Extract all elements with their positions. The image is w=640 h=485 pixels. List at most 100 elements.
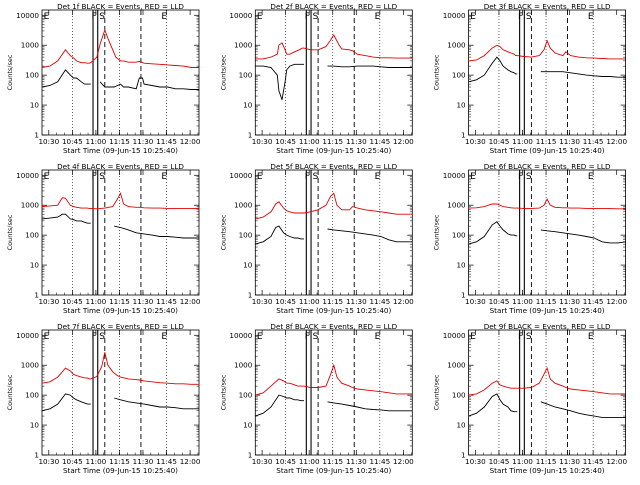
x-tick-label: 10:30 <box>465 137 486 146</box>
x-tick-label: 12:00 <box>606 297 627 306</box>
series-line-lld <box>41 28 199 68</box>
x-axis-label: Start Time (09-Jun-15 10:25:40) <box>63 146 178 155</box>
chart-title: Det 1f BLACK = Events, RED = LLD <box>57 2 184 11</box>
x-tick-label: 11:00 <box>299 457 320 466</box>
chart-title: Det 5f BLACK = Events, RED = LLD <box>270 162 397 171</box>
x-tick-label: 10:45 <box>275 297 296 306</box>
series-line-events <box>540 401 626 418</box>
series-line-events <box>99 77 199 90</box>
chart-title: Det 6f BLACK = Events, RED = LLD <box>484 162 611 171</box>
marker-label: E <box>375 172 381 182</box>
y-tick-label: 100 <box>452 391 466 400</box>
y-tick-label: 10 <box>456 421 466 430</box>
y-tick-label: 1000 <box>21 361 40 370</box>
x-tick-label: 11:15 <box>109 297 130 306</box>
marker-label: F <box>305 332 310 342</box>
chart-title: Det 9f BLACK = Events, RED = LLD <box>484 322 611 331</box>
x-tick-label: 11:45 <box>156 297 177 306</box>
marker-label: S <box>313 172 319 182</box>
x-tick-label: 11:00 <box>299 137 320 146</box>
series-line-lld <box>255 363 413 396</box>
marker-label: F <box>305 172 310 182</box>
x-tick-label: 11:45 <box>369 297 390 306</box>
marker-label: E <box>44 12 50 22</box>
x-tick-label: 10:45 <box>62 457 83 466</box>
series-line-events <box>255 63 304 100</box>
x-tick-label: 11:15 <box>536 297 557 306</box>
y-tick-label: 1000 <box>447 361 466 370</box>
marker-label: S <box>99 172 105 182</box>
x-tick-label: 11:45 <box>369 137 390 146</box>
y-axis-label: Counts/sec <box>6 374 14 410</box>
chart-panel-4: Det 4f BLACK = Events, RED = LLD 1 10 100 10… <box>6 162 201 315</box>
y-tick-label: 10 <box>30 101 40 110</box>
series-line-events <box>114 225 199 239</box>
series-line-lld <box>468 366 626 396</box>
x-tick-label: 11:00 <box>86 457 107 466</box>
y-tick-label: 1 <box>34 451 39 460</box>
x-tick-label: 11:30 <box>346 137 367 146</box>
y-axis-label: Counts/sec <box>219 54 227 90</box>
x-tick-label: 10:45 <box>62 137 83 146</box>
chart-panel-3: Det 3f BLACK = Events, RED = LLD 1 10 100 10… <box>433 2 628 155</box>
x-tick-label: 11:00 <box>512 137 533 146</box>
y-tick-label: 10000 <box>229 331 252 340</box>
x-tick-label: 12:00 <box>180 457 201 466</box>
chart-panel-2: Det 2f BLACK = Events, RED = LLD 1 10 100 10… <box>219 2 414 155</box>
marker-label: E <box>257 12 263 22</box>
series-line-events <box>255 225 304 245</box>
marker-label: F <box>518 12 523 22</box>
x-tick-label: 11:15 <box>536 457 557 466</box>
x-tick-label: 11:00 <box>299 297 320 306</box>
y-tick-label: 100 <box>452 231 466 240</box>
x-axis-label: Start Time (09-Jun-15 10:25:40) <box>490 306 605 315</box>
y-axis-label: Counts/sec <box>6 54 14 90</box>
marker-label: E <box>44 172 50 182</box>
plot-frame <box>254 169 413 296</box>
x-tick-label: 11:30 <box>346 457 367 466</box>
y-tick-label: 1000 <box>21 201 40 210</box>
marker-label: F <box>91 172 96 182</box>
marker-label: E <box>588 332 594 342</box>
plot-frame <box>41 329 200 456</box>
y-tick-label: 100 <box>25 391 39 400</box>
x-tick-label: 11:15 <box>109 457 130 466</box>
marker-label: E <box>470 12 476 22</box>
x-tick-label: 12:00 <box>606 457 627 466</box>
chart-title: Det 7f BLACK = Events, RED = LLD <box>57 322 184 331</box>
chart-panel-8: Det 8f BLACK = Events, RED = LLD 1 10 100 10… <box>219 322 414 475</box>
marker-label: E <box>161 12 167 22</box>
marker-label: E <box>44 332 50 342</box>
y-tick-label: 10 <box>30 261 40 270</box>
plot-frame <box>468 9 627 136</box>
y-tick-label: 10 <box>456 261 466 270</box>
x-axis-label: Start Time (09-Jun-15 10:25:40) <box>276 146 391 155</box>
y-tick-label: 1000 <box>234 201 253 210</box>
x-tick-label: 10:30 <box>38 137 59 146</box>
y-tick-label: 10000 <box>443 11 466 20</box>
y-tick-label: 1 <box>461 131 466 140</box>
x-tick-label: 12:00 <box>606 137 627 146</box>
marker-label: E <box>161 172 167 182</box>
x-tick-label: 11:15 <box>322 137 343 146</box>
x-tick-label: 11:00 <box>512 297 533 306</box>
series-line-events <box>468 393 518 417</box>
series-line-events <box>468 221 518 245</box>
series-line-lld <box>41 352 199 385</box>
x-tick-label: 12:00 <box>393 297 414 306</box>
marker-label: E <box>375 12 381 22</box>
series-line-events <box>468 56 518 83</box>
x-tick-label: 11:30 <box>559 297 580 306</box>
y-tick-label: 10000 <box>443 331 466 340</box>
y-tick-label: 10 <box>243 101 253 110</box>
x-tick-label: 10:30 <box>252 457 273 466</box>
plot-frame <box>41 9 200 136</box>
marker-label: S <box>526 332 532 342</box>
x-tick-label: 10:45 <box>489 297 510 306</box>
x-tick-label: 10:45 <box>275 137 296 146</box>
x-tick-label: 11:30 <box>346 297 367 306</box>
chart-panel-5: Det 5f BLACK = Events, RED = LLD 1 10 100 10… <box>219 162 414 315</box>
y-tick-label: 10 <box>243 261 253 270</box>
x-axis-label: Start Time (09-Jun-15 10:25:40) <box>276 466 391 475</box>
